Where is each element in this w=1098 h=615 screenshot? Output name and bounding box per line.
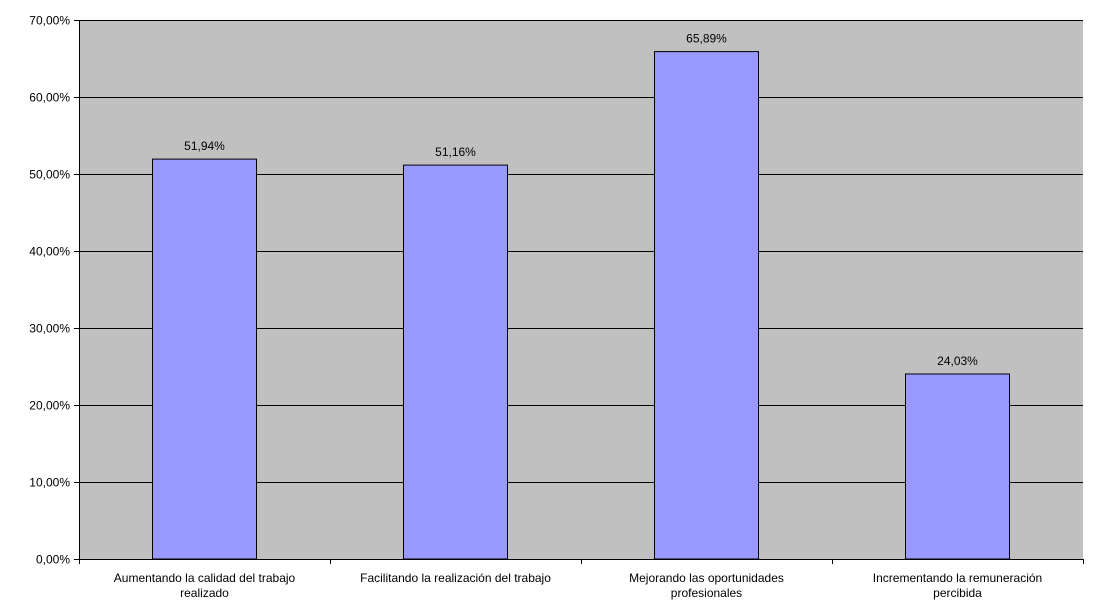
y-tick-label: 50,00% [29, 168, 70, 182]
data-label: 51,94% [184, 139, 225, 153]
x-category-label: Aumentando la calidad del trabajo [114, 571, 296, 585]
bar [403, 164, 508, 560]
x-category-label: Facilitando la realización del trabajo [360, 571, 551, 585]
x-category-label: Incrementando la remuneración [873, 571, 1042, 585]
data-label: 24,03% [937, 354, 978, 368]
x-category-label: realizado [180, 586, 229, 600]
y-tick-label: 30,00% [29, 322, 70, 336]
bar [152, 158, 257, 560]
y-tick-label: 0,00% [36, 553, 70, 567]
x-category-label: profesionales [671, 586, 742, 600]
axes [74, 20, 1084, 564]
data-label: 65,89% [686, 32, 727, 46]
data-label: 51,16% [435, 145, 476, 159]
y-tick-label: 40,00% [29, 245, 70, 259]
y-tick-label: 10,00% [29, 476, 70, 490]
y-tick-label: 60,00% [29, 91, 70, 105]
bar [654, 51, 759, 560]
x-category-label: percibida [933, 586, 982, 600]
y-tick-label: 70,00% [29, 14, 70, 28]
labels: 0,00% 10,00% 20,00% 30,00% 40,00% 50,00% 60,00… [29, 14, 1042, 601]
bar [905, 373, 1010, 560]
y-tick-label: 20,00% [29, 399, 70, 413]
x-category-label: Mejorando las oportunidades [629, 571, 784, 585]
